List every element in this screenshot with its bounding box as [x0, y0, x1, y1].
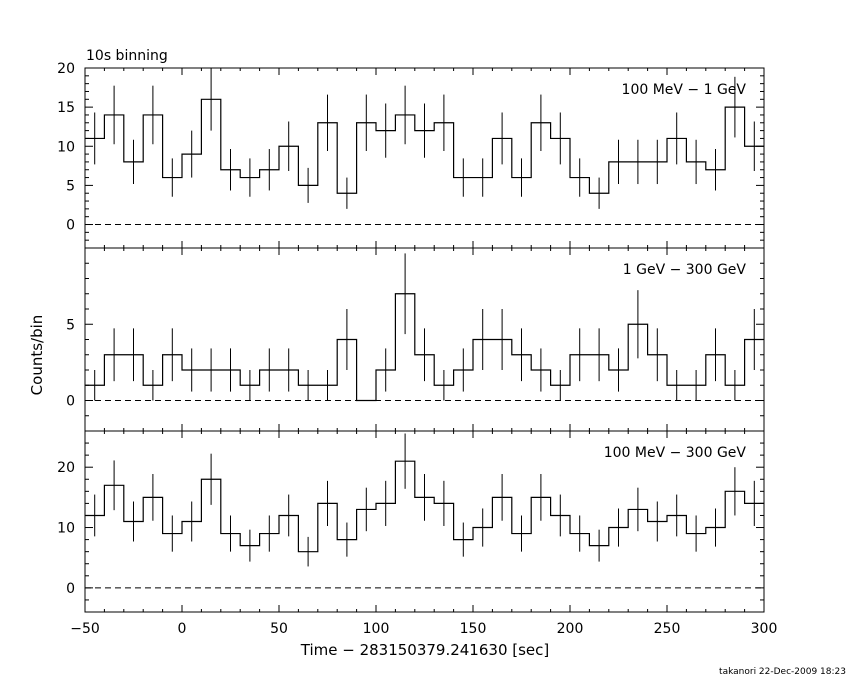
panel-3: 0 10 20 100 MeV − 300 GeV	[57, 430, 765, 613]
x-tick-label: 250	[654, 621, 681, 637]
energy-band-label: 1 GeV − 300 GeV	[623, 262, 747, 278]
y-tick-label: 10	[57, 521, 75, 537]
y-tick-label: 0	[66, 394, 75, 410]
x-axis-label: Time − 283150379.241630 [sec]	[300, 641, 550, 659]
binning-label: 10s binning	[86, 48, 168, 64]
panel-frame	[84, 430, 765, 613]
x-tick-label: 150	[460, 621, 487, 637]
count-histogram	[85, 98, 764, 194]
footer-stamp: takanori 22-Dec-2009 18:23	[719, 667, 846, 677]
count-histogram	[85, 293, 764, 402]
energy-band-label: 100 MeV − 300 GeV	[604, 445, 747, 461]
x-tick-label: 300	[751, 621, 778, 637]
panel-1: 0 5 10 15 20 100 MeV − 1 GeV	[57, 61, 765, 249]
x-tick-label: 0	[178, 621, 187, 637]
x-tick-label: 200	[557, 621, 584, 637]
x-tick-label: 100	[363, 621, 390, 637]
x-tick-labels: −50 0 50 100 150 200 250 300	[70, 621, 777, 637]
panels: 0 5 10 15 20 100 MeV − 1 GeV 0 5 1 GeV − 300 GeV…	[57, 61, 765, 613]
y-tick-label: 20	[57, 460, 75, 476]
energy-band-label: 100 MeV − 1 GeV	[622, 82, 747, 98]
y-tick-label: 0	[66, 218, 75, 234]
y-tick-label: 20	[57, 61, 75, 77]
panel-2: 0 5 1 GeV − 300 GeV	[66, 247, 765, 432]
y-tick-label: 10	[57, 139, 75, 155]
y-tick-label: 5	[66, 317, 75, 333]
y-axis-label: Counts/bin	[28, 315, 46, 396]
x-tick-label: −50	[70, 621, 100, 637]
y-tick-label: 0	[66, 581, 75, 597]
x-tick-label: 50	[270, 621, 288, 637]
y-tick-label: 15	[57, 100, 75, 116]
y-tick-label: 5	[66, 178, 75, 194]
